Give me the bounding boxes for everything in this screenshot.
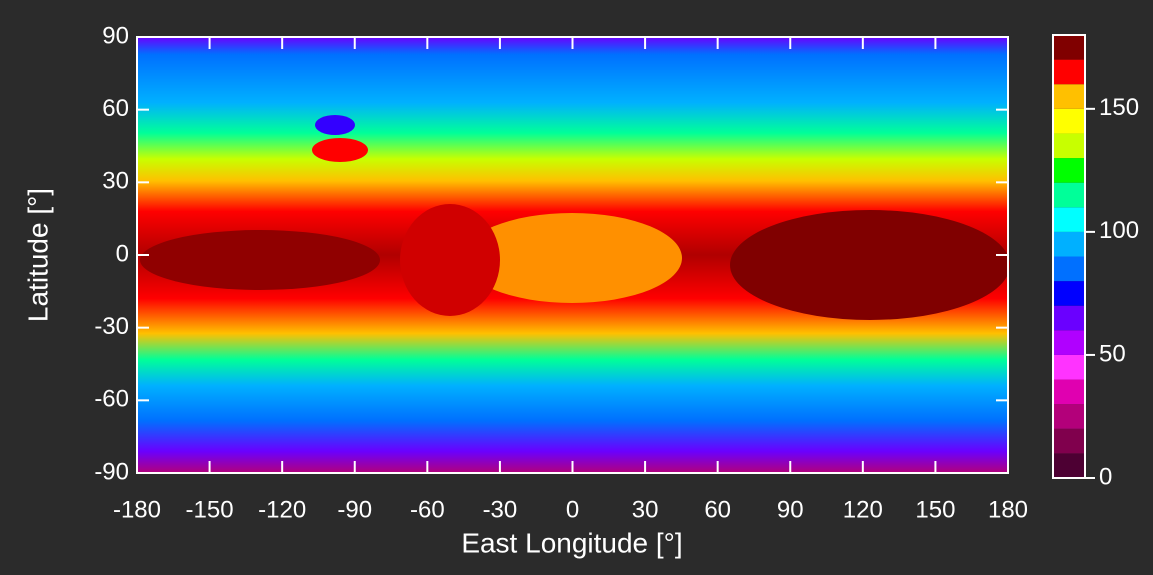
field xyxy=(730,210,1010,320)
colorbar-tick-label: 150 xyxy=(1099,94,1139,121)
colorbar-band xyxy=(1053,453,1085,478)
colorbar-tick-label: 100 xyxy=(1099,217,1139,244)
colorbar-band xyxy=(1053,257,1085,282)
x-tick-label: 0 xyxy=(566,496,579,523)
field xyxy=(315,115,355,135)
x-axis-label: East Longitude [°] xyxy=(461,527,682,558)
y-tick-label: -90 xyxy=(94,458,129,485)
chart: East Longitude [°] Latitude [°] -180 -150… xyxy=(0,0,1153,575)
x-tick-label: -120 xyxy=(258,496,306,523)
colorbar-band xyxy=(1053,207,1085,232)
field xyxy=(400,204,500,316)
colorbar-band xyxy=(1053,380,1085,405)
y-tick-label: -60 xyxy=(94,386,129,413)
y-tick-label: 0 xyxy=(116,240,129,267)
x-tick-label: -180 xyxy=(113,496,161,523)
colorbar-band xyxy=(1053,109,1085,134)
x-tick-label: -90 xyxy=(337,496,372,523)
colorbar-tick-label: 0 xyxy=(1099,463,1112,490)
y-tick-label: 90 xyxy=(102,22,129,49)
x-tick-label: 90 xyxy=(777,496,804,523)
colorbar-band xyxy=(1053,183,1085,208)
colorbar-band xyxy=(1053,35,1085,60)
colorbar-band xyxy=(1053,355,1085,380)
y-tick-label: 60 xyxy=(102,95,129,122)
colorbar-band xyxy=(1053,84,1085,109)
field xyxy=(312,138,368,162)
colorbar-band xyxy=(1053,133,1085,158)
field xyxy=(140,230,380,290)
colorbar-band xyxy=(1053,330,1085,355)
y-tick-label: 30 xyxy=(102,168,129,195)
x-tick-label: 180 xyxy=(988,496,1028,523)
colorbar-band xyxy=(1053,232,1085,257)
colorbar-band xyxy=(1053,306,1085,331)
y-tick-label: -30 xyxy=(94,313,129,340)
colorbar-band xyxy=(1053,281,1085,306)
colorbar-band xyxy=(1053,429,1085,454)
x-tick-label: -60 xyxy=(410,496,445,523)
colorbar-band xyxy=(1053,60,1085,85)
x-tick-label: 60 xyxy=(704,496,731,523)
x-tick-label: 120 xyxy=(843,496,883,523)
x-tick-label: 30 xyxy=(632,496,659,523)
colorbar-tick-label: 50 xyxy=(1099,340,1126,367)
x-tick-label: -30 xyxy=(483,496,518,523)
colorbar-band xyxy=(1053,404,1085,429)
y-axis-label: Latitude [°] xyxy=(22,188,53,322)
map-field xyxy=(137,37,1010,473)
x-tick-label: -150 xyxy=(186,496,234,523)
colorbar-band xyxy=(1053,158,1085,183)
x-tick-label: 150 xyxy=(915,496,955,523)
